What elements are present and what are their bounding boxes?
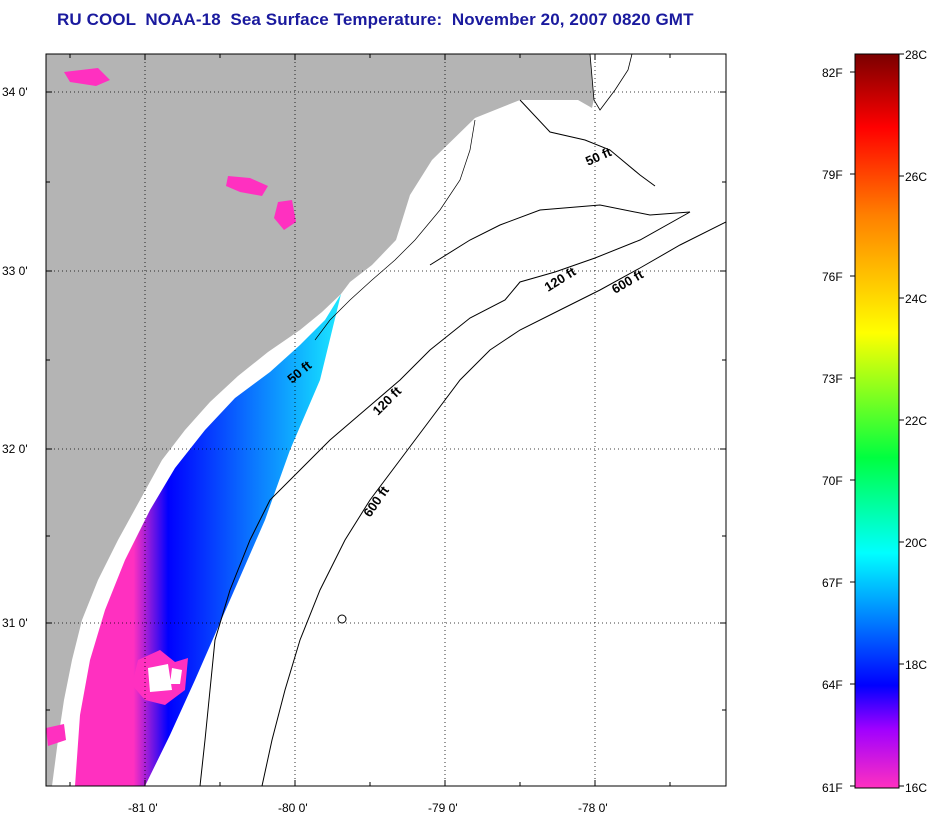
lon-label: -78 0' [578,801,608,815]
colorbar-f-label: 76F [822,270,843,284]
colorbar-c-label: 16C [905,781,927,795]
map-frame [45,53,727,787]
cloud-patch [170,668,182,684]
inland-water [226,176,268,196]
lon-label: -81 0' [128,801,158,815]
contour-line [199,211,691,786]
inland-water [46,724,66,746]
colorbar-f-label: 70F [822,474,843,488]
colorbar-c-label: 20C [905,536,927,550]
colorbar-c-label: 28C [905,48,927,62]
colorbar-f-label: 79F [822,168,843,182]
inland-water [64,68,110,86]
colorbar [854,53,900,789]
colorbar-c-label: 24C [905,292,927,306]
lat-label: 33 0' [2,264,28,278]
colorbar-c-label: 22C [905,414,927,428]
inland-water [274,200,296,230]
land-area [589,54,633,111]
lat-label: 32 0' [2,442,28,456]
cloud-patch [148,664,172,692]
lon-label: -79 0' [428,801,458,815]
lat-label: 31 0' [2,616,28,630]
lon-label: -80 0' [278,801,308,815]
colorbar-c-label: 26C [905,170,927,184]
colorbar-f-label: 61F [822,781,843,795]
land-area [46,54,598,786]
contour-line [429,99,691,266]
colorbar-f-label: 67F [822,576,843,590]
map-title: RU COOL NOAA-18 Sea Surface Temperature:… [57,10,694,29]
colorbar-f-label: 73F [822,372,843,386]
axis-ticks [46,54,726,786]
colorbar-ticks [850,53,904,787]
lat-label: 34 0' [2,85,28,99]
coast-detail [314,119,476,341]
colorbar-f-label: 82F [822,66,843,80]
contour-line [261,221,726,786]
colorbar-f-label: 64F [822,678,843,692]
colorbar-c-label: 18C [905,658,927,672]
map-grid [46,54,726,786]
